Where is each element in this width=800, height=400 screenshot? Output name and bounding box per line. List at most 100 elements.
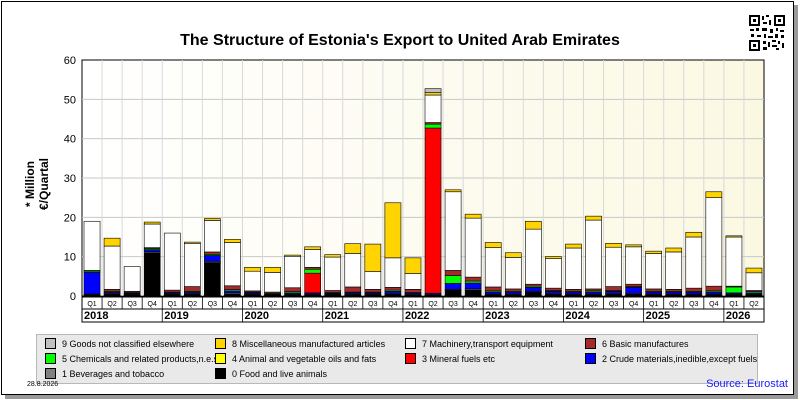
x-tick-label: Q4	[629, 301, 638, 308]
x-tick-label: Q3	[288, 301, 297, 308]
x-tick-label: Q1	[649, 301, 658, 308]
y-tick-label: 50	[64, 94, 76, 106]
legend-swatch	[215, 353, 226, 364]
legend-item: 2 Crude materials,inedible,except fuels	[585, 353, 757, 364]
bar-segment	[625, 287, 642, 294]
bar-segment	[103, 245, 121, 290]
bar-segment	[83, 220, 101, 271]
date-stamp: 28.8.2026	[27, 381, 59, 388]
bar-segment	[565, 243, 582, 249]
bar-segment	[484, 242, 502, 248]
bar-segment	[404, 289, 422, 293]
x-tick-label: Q1	[168, 301, 177, 308]
bar-segment	[524, 228, 542, 285]
legend-swatch	[45, 368, 56, 379]
legend-item: 1 Beverages and tobacco	[45, 368, 164, 379]
bar-segment	[364, 243, 382, 272]
legend-swatch	[405, 338, 416, 349]
bar-segment	[545, 258, 562, 289]
x-tick-label: Q3	[127, 301, 136, 308]
x-tick-label: Q2	[268, 301, 277, 308]
bar-segment	[224, 285, 241, 291]
bar-segment	[645, 250, 663, 254]
bar-segment	[244, 266, 261, 272]
bar-segment	[184, 286, 201, 292]
bar-segment	[83, 272, 101, 295]
x-tick-label: Q2	[188, 301, 197, 308]
bar-segment	[143, 223, 161, 248]
x-tick-label: Q4	[148, 301, 157, 308]
x-tick-label: Q2	[348, 301, 357, 308]
x-tick-label: Q2	[749, 301, 758, 308]
legend-item: 9 Goods not classified elsewhere	[45, 338, 194, 349]
x-tick-label: Q3	[208, 301, 217, 308]
bar-segment	[725, 236, 743, 287]
qr-code-icon	[748, 14, 786, 52]
legend-label: 6 Basic manufactures	[602, 338, 689, 349]
y-tick-label: 10	[64, 252, 76, 264]
x-tick-label: Q4	[308, 301, 317, 308]
bar-segment	[344, 243, 362, 254]
x-tick-label: Q2	[589, 301, 598, 308]
bar-segment	[384, 202, 402, 259]
source-link[interactable]: Source: Eurostat	[706, 378, 788, 390]
y-tick-label: 0	[70, 291, 76, 303]
x-tick-label: Q2	[669, 301, 678, 308]
bar-segment	[685, 231, 703, 238]
year-label: 2025	[646, 310, 670, 322]
bar-segment	[745, 267, 763, 274]
bar-segment	[464, 282, 482, 290]
bar-segment	[464, 276, 482, 282]
x-tick-label: Q2	[509, 301, 518, 308]
legend-item: 7 Machinery,transport equipment	[405, 338, 553, 349]
legend-label: 8 Miscellaneous manufactured articles	[232, 338, 386, 349]
legend-label: 3 Mineral fuels etc	[422, 353, 496, 364]
legend-label: 9 Goods not classified elsewhere	[62, 338, 195, 349]
bar-segment	[123, 266, 141, 292]
legend-label: 5 Chemicals and related products,n.e.s.	[62, 353, 221, 364]
bar-segment	[625, 244, 642, 248]
bar-segment	[524, 287, 542, 292]
bar-segment	[204, 218, 221, 221]
bar-segment	[725, 286, 743, 294]
bar-segment	[103, 237, 121, 247]
legend-label: 1 Beverages and tobacco	[62, 368, 165, 379]
bar-segment	[143, 252, 161, 297]
year-label: 2021	[325, 310, 349, 322]
bar-segment	[464, 217, 482, 278]
x-tick-label: Q3	[689, 301, 698, 308]
bar-segment	[404, 273, 422, 290]
bar-segment	[284, 287, 301, 292]
bar-segment	[344, 253, 362, 288]
bar-segment	[224, 239, 241, 243]
legend-swatch	[585, 338, 596, 349]
bar-segment	[404, 257, 422, 274]
legend-item: 4 Animal and vegetable oils and fats	[215, 353, 376, 364]
x-tick-label: Q1	[87, 301, 96, 308]
bar-segment	[665, 247, 683, 253]
bar-segment	[384, 287, 402, 291]
bar-segment	[444, 275, 462, 284]
bar-segment	[204, 251, 221, 255]
year-label: 2022	[405, 310, 429, 322]
y-tick-label: 20	[64, 212, 76, 224]
bar-segment	[264, 266, 281, 273]
bar-segment	[324, 254, 342, 258]
y-tick-label: 30	[64, 173, 76, 185]
bar-segment	[504, 252, 522, 258]
year-label: 2024	[565, 310, 590, 322]
bar-segment	[665, 251, 683, 290]
x-tick-label: Q1	[489, 301, 498, 308]
legend-label: 0 Food and live animals	[232, 368, 328, 379]
bar-segment	[424, 94, 442, 123]
bar-segment	[204, 220, 221, 253]
bar-segment	[224, 242, 241, 287]
legend-swatch	[405, 353, 416, 364]
bar-segment	[585, 215, 602, 221]
year-label: 2019	[164, 310, 188, 322]
bar-segment	[484, 247, 502, 288]
legend-swatch	[215, 338, 226, 349]
bar-segment	[184, 241, 201, 244]
bar-segment	[424, 127, 442, 294]
